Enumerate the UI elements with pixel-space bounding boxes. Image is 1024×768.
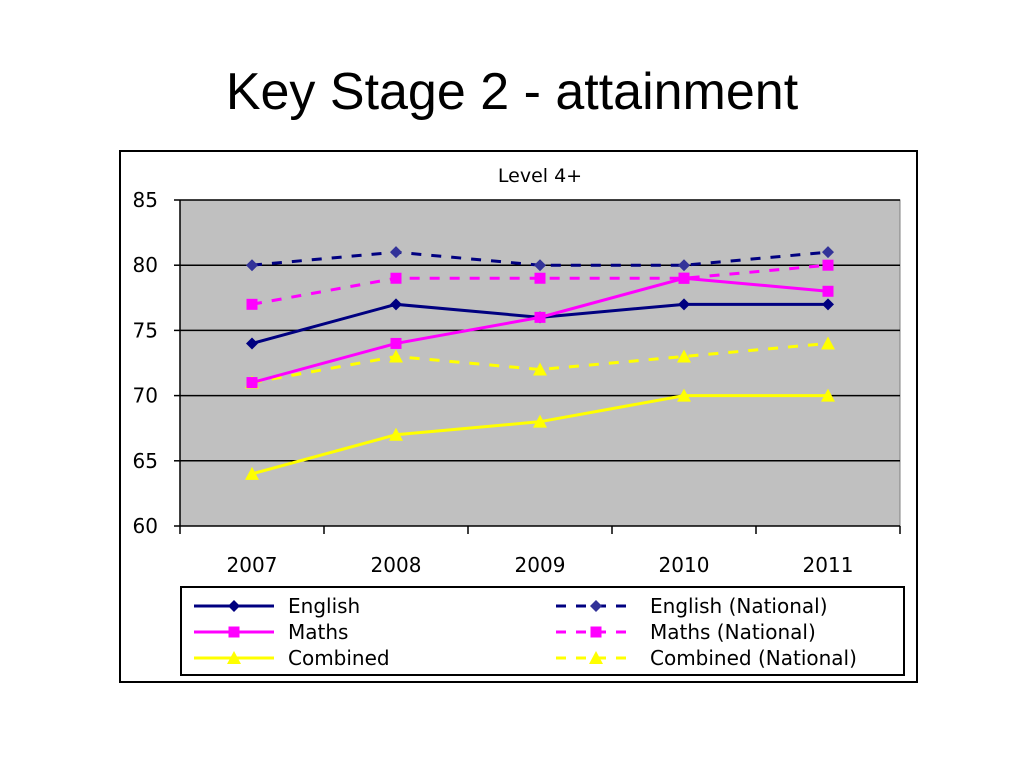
- data-point-english-national: [246, 259, 258, 272]
- chart-title: Level 4+: [498, 165, 582, 187]
- legend-marker: [228, 626, 240, 638]
- x-tick-label: 2009: [515, 553, 566, 577]
- chart-legend: English English (National) Maths Maths (Nat…: [180, 586, 905, 676]
- legend-swatch: [556, 651, 636, 664]
- legend-marker: [228, 600, 240, 612]
- data-point-combined-national: [677, 349, 691, 363]
- y-tick-label: 65: [133, 449, 158, 473]
- slide-title: Key Stage 2 - attainment: [225, 63, 799, 121]
- legend-item-combined-national: Combined (National): [554, 646, 857, 670]
- data-point-maths: [678, 272, 690, 284]
- y-tick-label: 70: [133, 384, 158, 408]
- data-point-combined-national: [821, 336, 835, 350]
- legend-label: Maths: [288, 620, 349, 644]
- data-point-english-national: [678, 259, 690, 272]
- y-tick-label: 80: [133, 253, 158, 277]
- data-point-maths: [246, 377, 258, 389]
- legend-item-combined: Combined: [192, 646, 390, 670]
- data-point-english: [678, 298, 690, 311]
- data-point-combined-national: [389, 349, 403, 363]
- legend-item-english-national: English (National): [554, 594, 828, 618]
- data-point-english: [822, 298, 834, 311]
- series-line-combined-national: [251, 341, 829, 385]
- legend-label: Maths (National): [650, 620, 816, 644]
- legend-label: Combined (National): [650, 646, 857, 670]
- legend-marker: [590, 600, 602, 612]
- data-point-english-national: [390, 246, 402, 259]
- data-point-maths-national: [534, 272, 546, 284]
- data-point-english: [246, 337, 258, 350]
- data-point-combined-national: [533, 362, 547, 376]
- legend-swatch: [194, 651, 274, 664]
- legend-swatch: [556, 600, 636, 612]
- data-point-maths: [534, 311, 546, 323]
- legend-marker: [227, 651, 241, 664]
- legend-label: English: [288, 594, 361, 618]
- legend-marker: [589, 651, 603, 664]
- data-point-english-national: [534, 259, 546, 272]
- series-line-maths-national: [251, 263, 829, 306]
- legend-label: English (National): [650, 594, 828, 618]
- data-point-maths-national: [390, 272, 402, 284]
- data-point-combined: [533, 414, 547, 428]
- legend-swatch: [194, 626, 274, 638]
- data-point-maths-national: [246, 298, 258, 310]
- legend-item-maths-national: Maths (National): [554, 620, 816, 644]
- data-point-combined: [389, 427, 403, 441]
- x-tick-label: 2010: [659, 553, 710, 577]
- x-tick-label: 2007: [227, 553, 278, 577]
- y-tick-label: 85: [133, 188, 158, 212]
- legend-item-maths: Maths: [192, 620, 348, 644]
- data-point-english: [390, 298, 402, 311]
- legend-item-english: English: [192, 594, 360, 618]
- legend-swatch: [194, 600, 274, 612]
- legend-marker: [590, 626, 602, 638]
- y-tick-label: 60: [133, 514, 158, 538]
- x-tick-label: 2008: [371, 553, 422, 577]
- data-point-maths: [822, 285, 834, 297]
- legend-label: Combined: [288, 646, 390, 670]
- y-tick-label: 75: [133, 318, 158, 342]
- data-point-combined: [821, 388, 835, 402]
- data-point-maths-national: [822, 259, 834, 271]
- line-chart: Level 4+ 60 65 70 75 80 85 2007 2008 2009 2010 2011: [133, 165, 901, 577]
- data-point-maths: [390, 337, 402, 349]
- x-tick-label: 2011: [803, 553, 854, 577]
- legend-swatch: [556, 626, 636, 638]
- data-point-combined: [245, 466, 259, 480]
- data-point-combined: [677, 388, 691, 402]
- data-point-english-national: [822, 246, 834, 259]
